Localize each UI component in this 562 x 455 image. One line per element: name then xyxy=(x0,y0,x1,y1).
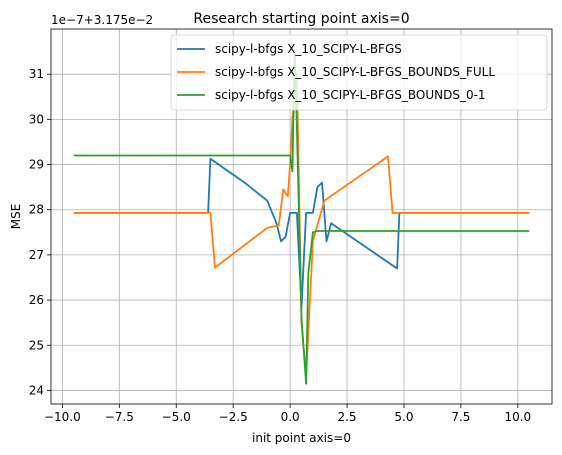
x-tick-label: 10.0 xyxy=(504,410,531,424)
x-axis-label: init point axis=0 xyxy=(252,431,351,445)
x-tick-label: 7.5 xyxy=(451,410,470,424)
x-tick-label: −10.0 xyxy=(44,410,81,424)
y-tick-label: 27 xyxy=(29,248,44,262)
x-tick-label: −7.5 xyxy=(105,410,134,424)
legend-label: scipy-l-bfgs X_10_SCIPY-L-BFGS_BOUNDS_0-… xyxy=(215,88,486,102)
x-tick-label: 0.0 xyxy=(281,410,300,424)
y-tick-label: 28 xyxy=(29,203,44,217)
y-tick-label: 24 xyxy=(29,383,44,397)
x-tick-label: −5.0 xyxy=(162,410,191,424)
y-tick-label: 26 xyxy=(29,293,44,307)
series-line-3 xyxy=(73,50,530,385)
series-line-2 xyxy=(73,73,530,378)
legend-frame xyxy=(170,34,548,111)
series-lines xyxy=(73,50,530,385)
y-axis-label: MSE xyxy=(9,204,23,230)
legend-label: scipy-l-bfgs X_10_SCIPY-L-BFGS xyxy=(215,42,402,56)
legend: scipy-l-bfgs X_10_SCIPY-L-BFGS scipy-l-bf… xyxy=(170,34,548,111)
x-tick-label: −2.5 xyxy=(219,410,248,424)
y-tick-label: 31 xyxy=(29,67,44,81)
plot-frame xyxy=(50,28,553,405)
axis-ticks: −10.0 −7.5 −5.0 −2.5 0.0 2.5 5.0 7.5 10.0 24 25 26 2… xyxy=(29,67,531,424)
y-tick-label: 30 xyxy=(29,112,44,126)
y-offset-label: 1e−7+3.175e−2 xyxy=(51,13,153,27)
x-tick-label: 5.0 xyxy=(394,410,413,424)
y-tick-label: 25 xyxy=(29,338,44,352)
y-tick-label: 29 xyxy=(29,158,44,172)
legend-label: scipy-l-bfgs X_10_SCIPY-L-BFGS_BOUNDS_FU… xyxy=(215,65,495,79)
chart-title: Research starting point axis=0 xyxy=(193,11,409,27)
x-tick-label: 2.5 xyxy=(337,410,356,424)
